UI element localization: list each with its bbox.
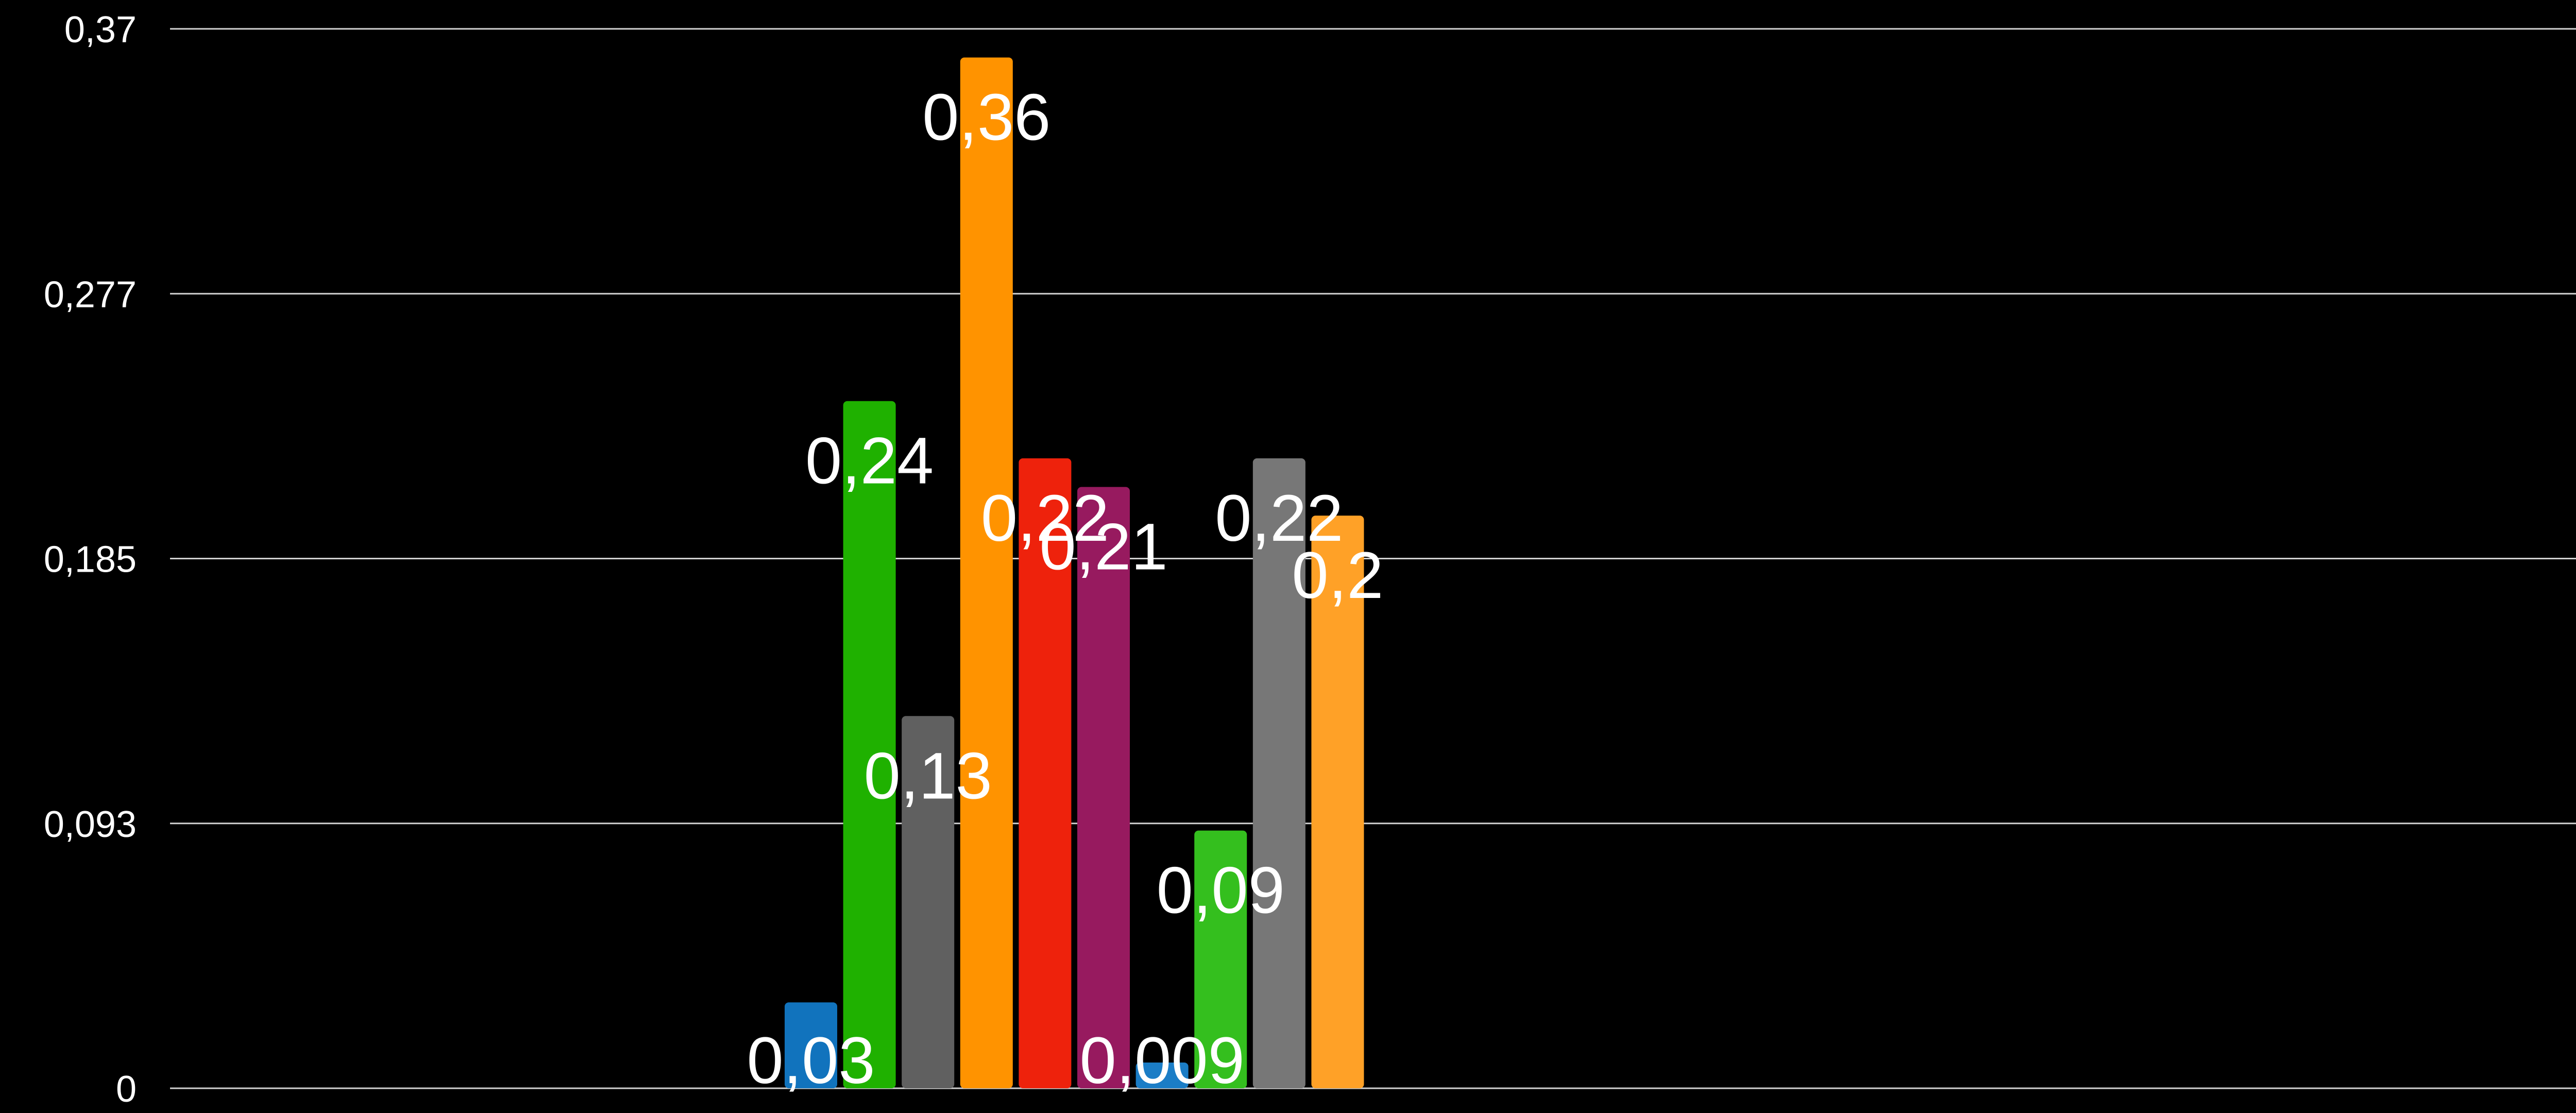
bar-value-label: 0,36 <box>922 81 1050 155</box>
bar <box>1019 458 1072 1088</box>
bar <box>1077 487 1130 1089</box>
bar <box>843 401 896 1088</box>
bar-value-label: 0,24 <box>805 424 934 498</box>
bar-value-label: 0,21 <box>1039 510 1167 584</box>
y-tick-label: 0,37 <box>64 9 137 50</box>
bar-value-label: 0,22 <box>981 482 1109 555</box>
bar <box>1194 830 1247 1088</box>
y-axis-ticks: 0 0,093 0,185 0,277 0,37 <box>44 9 137 1110</box>
bar-value-label: 0,03 <box>747 1024 875 1098</box>
bars <box>785 57 1364 1089</box>
y-tick-label: 0,185 <box>44 539 137 580</box>
bar <box>960 57 1013 1088</box>
bar <box>1252 458 1306 1088</box>
bar-value-label: 0,22 <box>1215 482 1343 555</box>
bar-value-label: 0,13 <box>864 739 992 813</box>
y-tick-label: 0 <box>116 1069 137 1110</box>
bar-value-label: 0,09 <box>1157 854 1285 928</box>
bar <box>785 1002 837 1088</box>
bar-value-label: 0,009 <box>1079 1024 1244 1098</box>
y-tick-label: 0,277 <box>44 274 137 315</box>
bar <box>902 716 955 1088</box>
bar <box>1136 1062 1189 1088</box>
gridlines <box>170 28 2576 1089</box>
bar-value-label: 0,2 <box>1292 539 1383 612</box>
y-tick-label: 0,093 <box>44 804 137 845</box>
bar <box>1311 516 1364 1088</box>
